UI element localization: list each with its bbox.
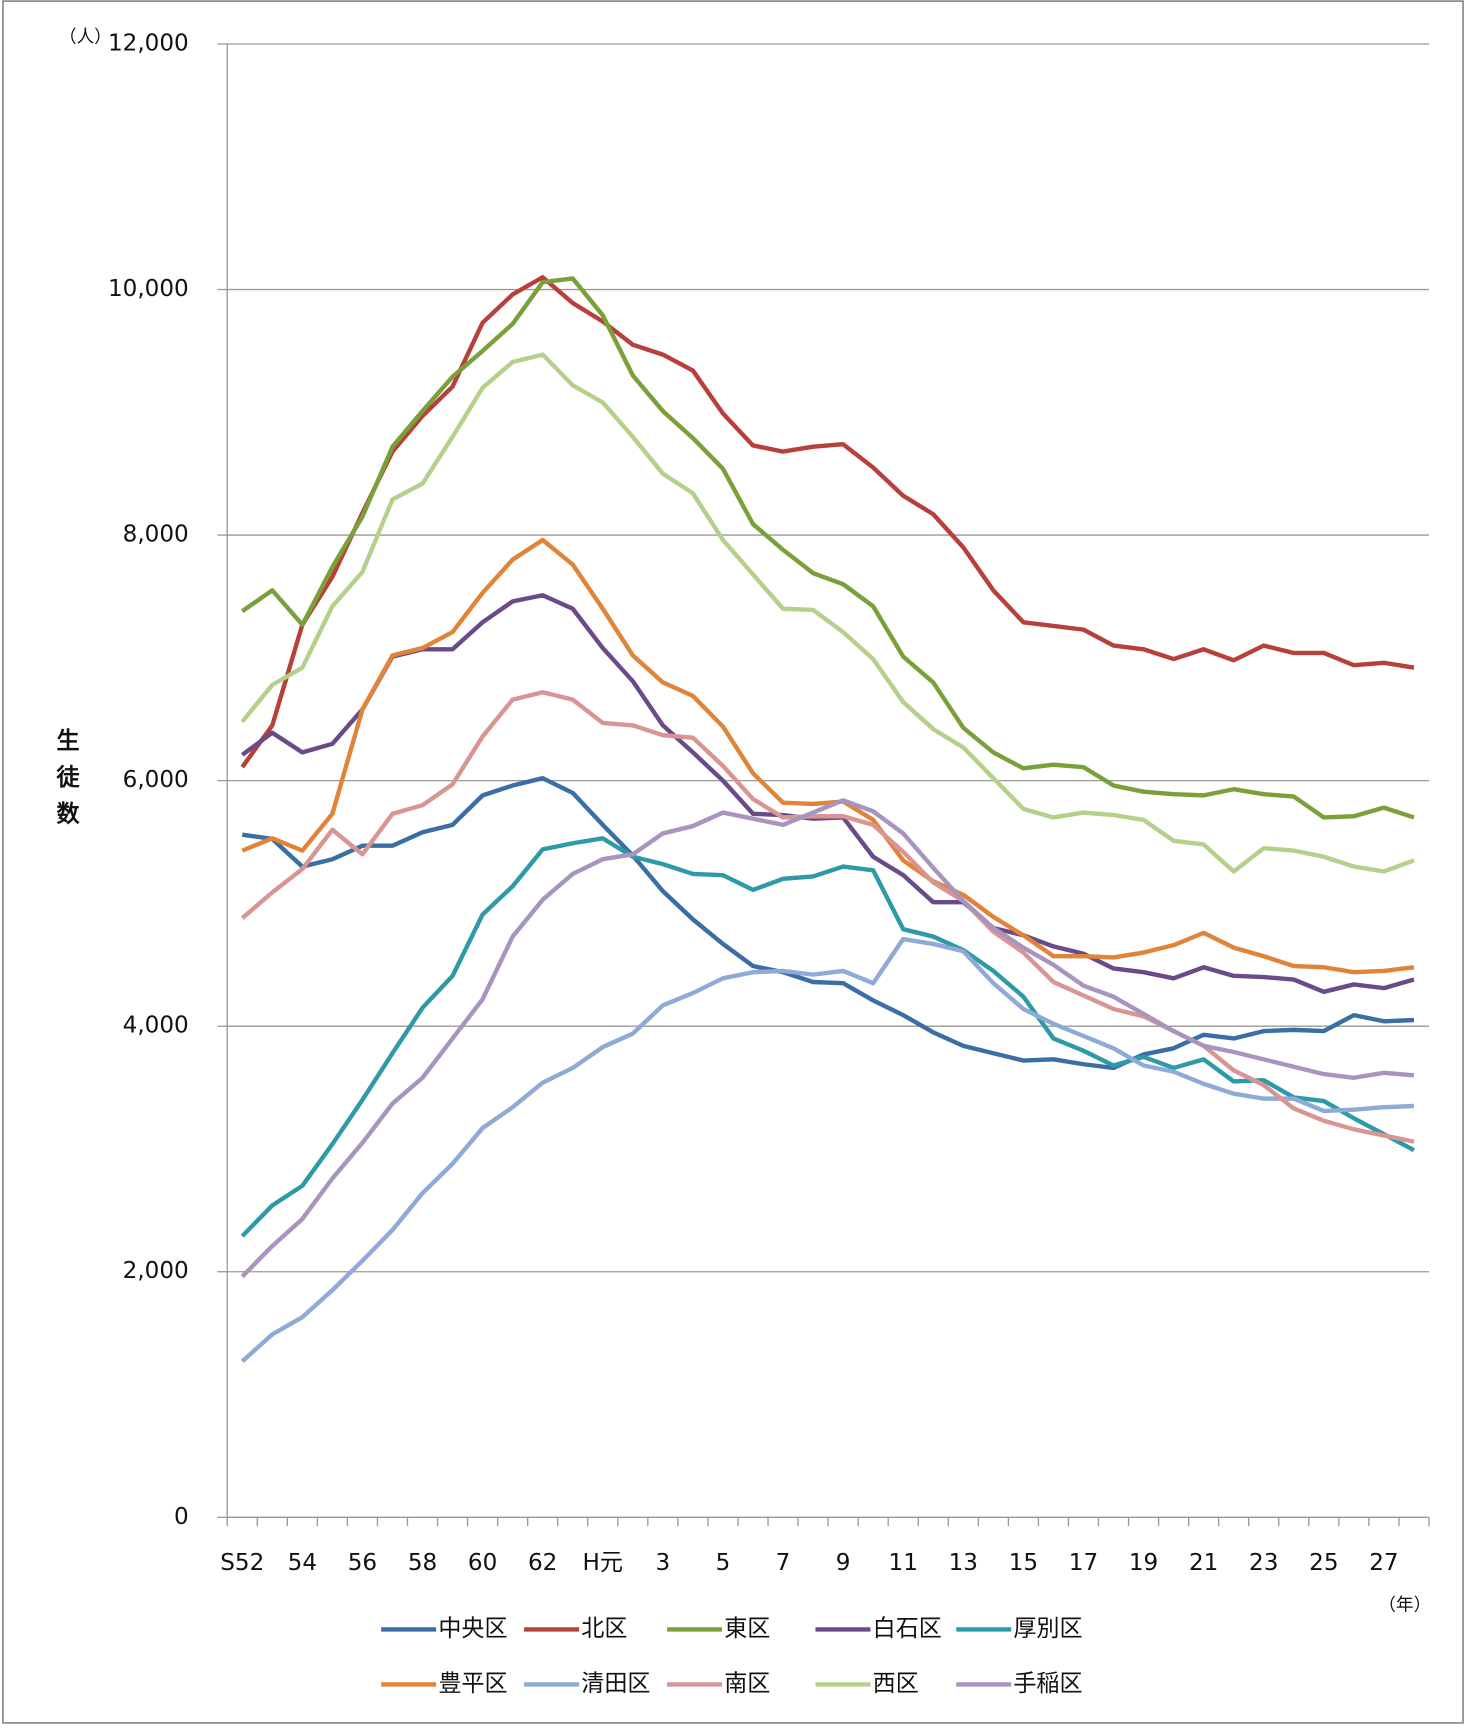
legend-label: 白石区 (873, 1616, 942, 1642)
x-tick-label: 17 (1069, 1550, 1098, 1576)
y-tick-label: 4,000 (123, 1013, 189, 1039)
series-line (240, 798, 1415, 1279)
x-tick-label: 27 (1369, 1550, 1398, 1576)
y-tick-label: 8,000 (123, 522, 189, 548)
x-tick-label: 19 (1129, 1550, 1158, 1576)
x-tick-label: 9 (836, 1550, 851, 1576)
x-tick-label: S52 (220, 1550, 264, 1576)
y-tick-label: 0 (174, 1504, 189, 1530)
series-line (241, 775, 1415, 1071)
x-tick-label: 21 (1189, 1550, 1218, 1576)
x-unit: （年） (1378, 1595, 1431, 1615)
y-tick-label: 6,000 (123, 767, 189, 793)
x-tick-label: 7 (776, 1550, 791, 1576)
x-tick-label: 58 (408, 1550, 437, 1576)
x-tick-label: 15 (1009, 1550, 1038, 1576)
legend-label: 厚別区 (1013, 1616, 1082, 1642)
legend-label: 清田区 (581, 1671, 650, 1697)
legend-label: 東区 (724, 1616, 770, 1642)
series-line (241, 276, 1415, 820)
series-line (241, 537, 1415, 975)
series-line (240, 593, 1415, 995)
x-tick-label: 3 (656, 1550, 671, 1576)
x-tick-label: 11 (889, 1550, 918, 1576)
y-unit: （人） (59, 27, 112, 47)
legend-label: 南区 (724, 1671, 770, 1697)
x-tick-label: 56 (348, 1550, 377, 1576)
series-line (240, 275, 1415, 769)
legend-label: 北区 (581, 1616, 627, 1642)
x-tick-label: 60 (468, 1550, 497, 1576)
series-line (240, 690, 1415, 1144)
x-tick-label: 23 (1249, 1550, 1278, 1576)
x-tick-label: 5 (716, 1550, 731, 1576)
x-tick-label: 13 (949, 1550, 978, 1576)
legend-label: 手稲区 (1013, 1671, 1082, 1697)
legend-label: 豊平区 (438, 1671, 507, 1697)
y-tick-label: 10,000 (108, 276, 189, 302)
x-tick-label: 25 (1309, 1550, 1338, 1576)
x-tick-label: H元 (583, 1550, 623, 1576)
y-axis-label: 生徒数 (52, 728, 81, 837)
x-tick-label: 54 (288, 1550, 317, 1576)
series-line (240, 352, 1415, 874)
x-tick-label: 62 (528, 1550, 557, 1576)
y-tick-label: 12,000 (108, 30, 189, 56)
series-line (240, 936, 1415, 1364)
legend-label: 西区 (873, 1671, 919, 1697)
legend-label: 中央区 (438, 1616, 507, 1642)
series-line (240, 836, 1415, 1238)
y-tick-label: 2,000 (123, 1258, 189, 1284)
